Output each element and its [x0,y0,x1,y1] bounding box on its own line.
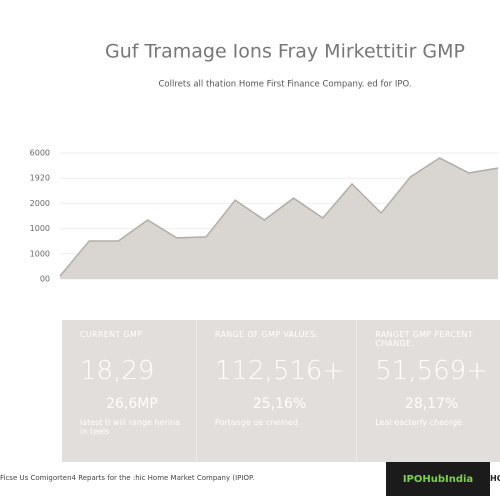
stat-sub-label: Leal eacterfy cheorge [375,418,463,427]
y-tick-label: 1000 [30,249,50,258]
stat-value: 18,29 [80,356,155,386]
stat-sub-value: 25,16% [252,396,307,412]
stat-value: 51,569+ [375,356,488,386]
stat-card: RANGE OF GMP VALUES: 112,516+ 25,16% Por… [197,320,358,462]
area-line [59,157,499,277]
stat-sub-label: Portange ue cnemed [214,418,299,427]
y-tick-label: 1000 [30,224,50,233]
chart: Guf Tramage Ions Fray Mirkettitir GMP Co… [30,41,499,284]
stat-value: 112,516+ [214,356,345,386]
chart-title: Guf Tramage Ions Fray Mirkettitir GMP [105,41,465,63]
stat-sub-label: latest ti will range herina in teels [80,418,180,436]
stat-card: RANGET GMP PERCENT CHANGE: 51,569+ 28,17… [357,320,500,462]
stat-card: CURRENT GMP 18,29 26,6MP latest ti will … [62,320,197,462]
footer: Ficse Us Comigorten4 Reparts for the :hi… [0,474,255,482]
y-tick-label: 1920 [30,174,50,183]
logo: IPOHubIndia [386,462,490,496]
stat-label: CURRENT GMP [80,330,143,339]
logo-extra: HO [490,474,500,483]
y-tick-label: 6000 [30,149,50,158]
y-tick-label: 00 [40,275,50,284]
area [60,158,498,279]
stat-sub-value: 28,17% [404,396,459,412]
y-tick-label: 2000 [30,199,50,208]
chart-subtitle: Collrets all thation Home First Finance … [158,80,411,90]
stat-sub-value: 26,6MP [106,396,158,412]
stat-label: RANGE OF GMP VALUES: [214,330,319,339]
stat-label: RANGET GMP PERCENT CHANGE: [375,330,474,348]
stat-cards: CURRENT GMP 18,29 26,6MP latest ti will … [62,320,500,462]
